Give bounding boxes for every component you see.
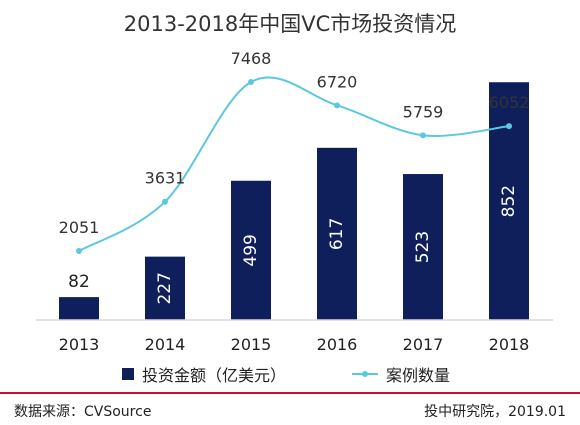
bar-2013 <box>59 297 99 320</box>
line-value-2014: 3631 <box>145 169 186 188</box>
line-value-2013: 2051 <box>59 218 100 237</box>
line-value-2015: 7468 <box>231 49 272 68</box>
line-point-2014 <box>162 198 168 205</box>
legend-label-line: 案例数量 <box>386 366 451 385</box>
line-point-2013 <box>76 248 82 255</box>
line-series <box>78 76 510 252</box>
legend-item-bar: 投资金额（亿美元） <box>122 362 286 386</box>
x-tick-2016: 2016 <box>317 335 358 354</box>
x-tick-2017: 2017 <box>403 335 444 354</box>
bar-2018 <box>489 82 529 320</box>
x-tick-2018: 2018 <box>489 335 530 354</box>
bar-series <box>59 82 529 320</box>
legend-item-line: 案例数量 <box>352 362 450 386</box>
legend: 投资金额（亿美元） 案例数量 <box>0 362 580 386</box>
bar-2016 <box>317 147 357 320</box>
bar-value-2015: 499 <box>241 234 261 266</box>
line-point-2015 <box>248 79 254 85</box>
bar-value-2014: 227 <box>155 272 175 304</box>
line-point-2016 <box>334 102 340 109</box>
line-value-2016: 6720 <box>317 72 358 91</box>
legend-label-bar: 投资金额（亿美元） <box>142 366 287 385</box>
x-tick-2014: 2014 <box>145 335 186 354</box>
line-point-2018 <box>506 123 512 130</box>
footer-source: 数据来源：CVSource <box>14 404 152 420</box>
x-tick-2013: 2013 <box>59 335 100 354</box>
bar-value-2013: 82 <box>68 272 90 292</box>
bar-value-labels: 82 227 499 617 523 852 <box>68 185 519 305</box>
bar-value-2016: 617 <box>327 218 347 250</box>
line-value-2017: 5759 <box>403 102 444 121</box>
line-value-2018: 6052 <box>489 93 530 112</box>
bar-2015 <box>231 180 271 320</box>
line-point-2017 <box>420 132 426 139</box>
bar-value-2017: 523 <box>413 231 433 263</box>
footer-credit: 投中研究院，2019.01 <box>424 404 566 420</box>
x-tick-labels: 2013 2014 2015 2016 2017 2018 <box>59 335 530 354</box>
legend-swatch-bar <box>122 368 134 380</box>
line-value-labels: 2051 3631 7468 6720 5759 6052 <box>59 49 530 237</box>
footer-divider <box>0 392 580 394</box>
legend-dot-icon <box>362 371 368 377</box>
bar-2014 <box>145 256 185 320</box>
x-tick-2015: 2015 <box>231 335 272 354</box>
legend-line-icon <box>352 371 378 377</box>
chart-title: 2013-2018年中国VC市场投资情况 <box>123 12 457 36</box>
line-points <box>76 79 512 255</box>
bar-2017 <box>403 174 443 320</box>
bar-value-2018: 852 <box>499 185 519 217</box>
